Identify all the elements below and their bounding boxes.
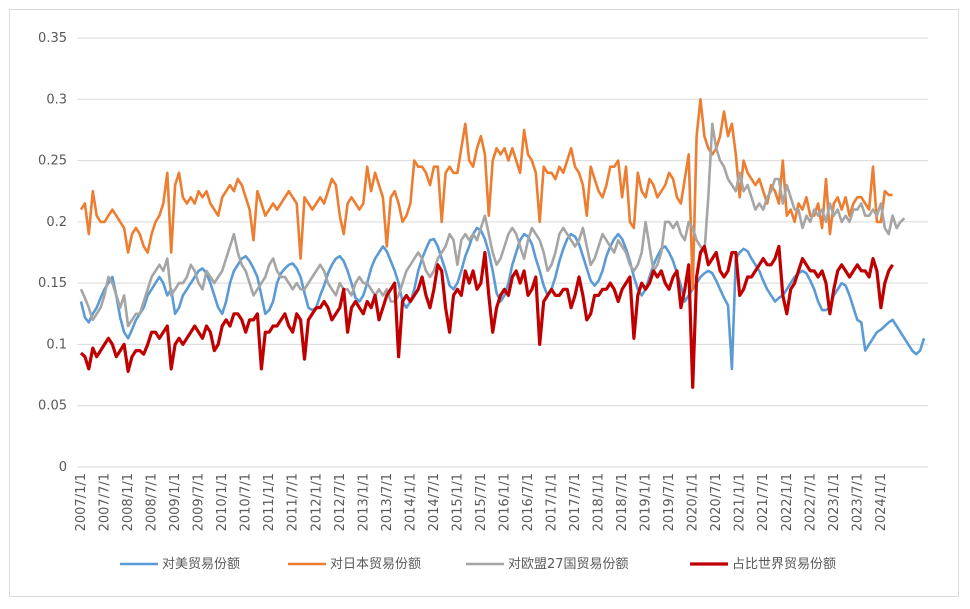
series-line-3 [79, 122, 906, 328]
y-tick-label: 0.35 [38, 31, 67, 46]
x-tick-label: 2023/7/1 [850, 473, 865, 531]
x-tick-label: 2010/1/1 [215, 473, 230, 531]
y-tick-label: 0.15 [38, 276, 67, 291]
y-tick-label: 0.25 [38, 154, 67, 169]
x-tick-label: 2017/1/1 [545, 473, 560, 531]
legend-label-4: 占比世界贸易份额 [732, 557, 836, 572]
x-tick-label: 2016/1/1 [497, 473, 512, 531]
x-tick-label: 2012/1/1 [309, 473, 324, 531]
series-line-4 [79, 244, 894, 389]
x-tick-label: 2012/7/1 [333, 473, 348, 531]
series-line-2 [79, 98, 893, 291]
x-tick-label: 2023/1/1 [827, 473, 842, 531]
line-chart: 00.050.10.150.20.250.30.35 2007/1/1 2007/… [38, 31, 928, 572]
y-axis-ticks: 0 0.05 0.1 0.15 0.2 0.25 0.3 0.35 [38, 31, 67, 475]
x-tick-label: 2011/7/1 [286, 473, 301, 531]
x-tick-label: 2011/1/1 [262, 473, 277, 531]
y-tick-label: 0.1 [46, 337, 67, 352]
chart-frame: 0 0.05 0.1 0.15 0.2 0.25 0.3 0.35 2007/1/1 2007/… [9, 9, 959, 597]
x-tick-label: 2022/7/1 [803, 473, 818, 531]
x-tick-label: 2007/1/1 [74, 473, 89, 531]
legend-label-2: 对日本贸易份额 [330, 557, 421, 572]
x-tick-label: 2008/7/1 [145, 473, 160, 531]
x-tick-label: 2008/1/1 [121, 473, 136, 531]
x-tick-label: 2009/7/1 [192, 473, 207, 531]
x-tick-label: 2014/7/1 [427, 473, 442, 531]
x-tick-label: 2015/7/1 [474, 473, 489, 531]
x-tick-label: 2013/1/1 [356, 473, 371, 531]
x-tick-label: 2019/7/1 [662, 473, 677, 531]
x-tick-label: 2024/1/1 [874, 473, 889, 531]
x-tick-label: 2010/7/1 [239, 473, 254, 531]
y-tick-label: 0.05 [38, 399, 67, 414]
x-tick-label: 2020/7/1 [709, 473, 724, 531]
x-tick-label: 2021/1/1 [733, 473, 748, 531]
x-tick-label: 2015/1/1 [450, 473, 465, 531]
y-tick-label: 0.3 [46, 92, 67, 107]
y-tick-label: 0 [59, 460, 67, 475]
x-tick-label: 2022/1/1 [780, 473, 795, 531]
x-tick-label: 2020/1/1 [686, 473, 701, 531]
x-axis-ticks: 2007/1/1 2007/7/1 2008/1/1 2008/7/1 2009/1/1… [74, 473, 889, 531]
series-lines [79, 98, 926, 389]
x-tick-label: 2013/7/1 [380, 473, 395, 531]
x-tick-label: 2007/7/1 [98, 473, 113, 531]
y-tick-label: 0.2 [46, 215, 67, 230]
x-tick-label: 2017/7/1 [568, 473, 583, 531]
x-tick-label: 2009/1/1 [168, 473, 183, 531]
x-tick-label: 2018/7/1 [615, 473, 630, 531]
legend-label-1: 对美贸易份额 [162, 557, 240, 572]
x-tick-label: 2018/1/1 [592, 473, 607, 531]
legend: 对美贸易份额 对日本贸易份额 对欧盟27国贸易份额 占比世界贸易份额 [120, 557, 836, 572]
legend-label-3: 对欧盟27国贸易份额 [508, 557, 629, 572]
x-tick-label: 2016/7/1 [521, 473, 536, 531]
x-tick-label: 2019/1/1 [639, 473, 654, 531]
x-tick-label: 2021/7/1 [756, 473, 771, 531]
x-tick-label: 2014/1/1 [403, 473, 418, 531]
